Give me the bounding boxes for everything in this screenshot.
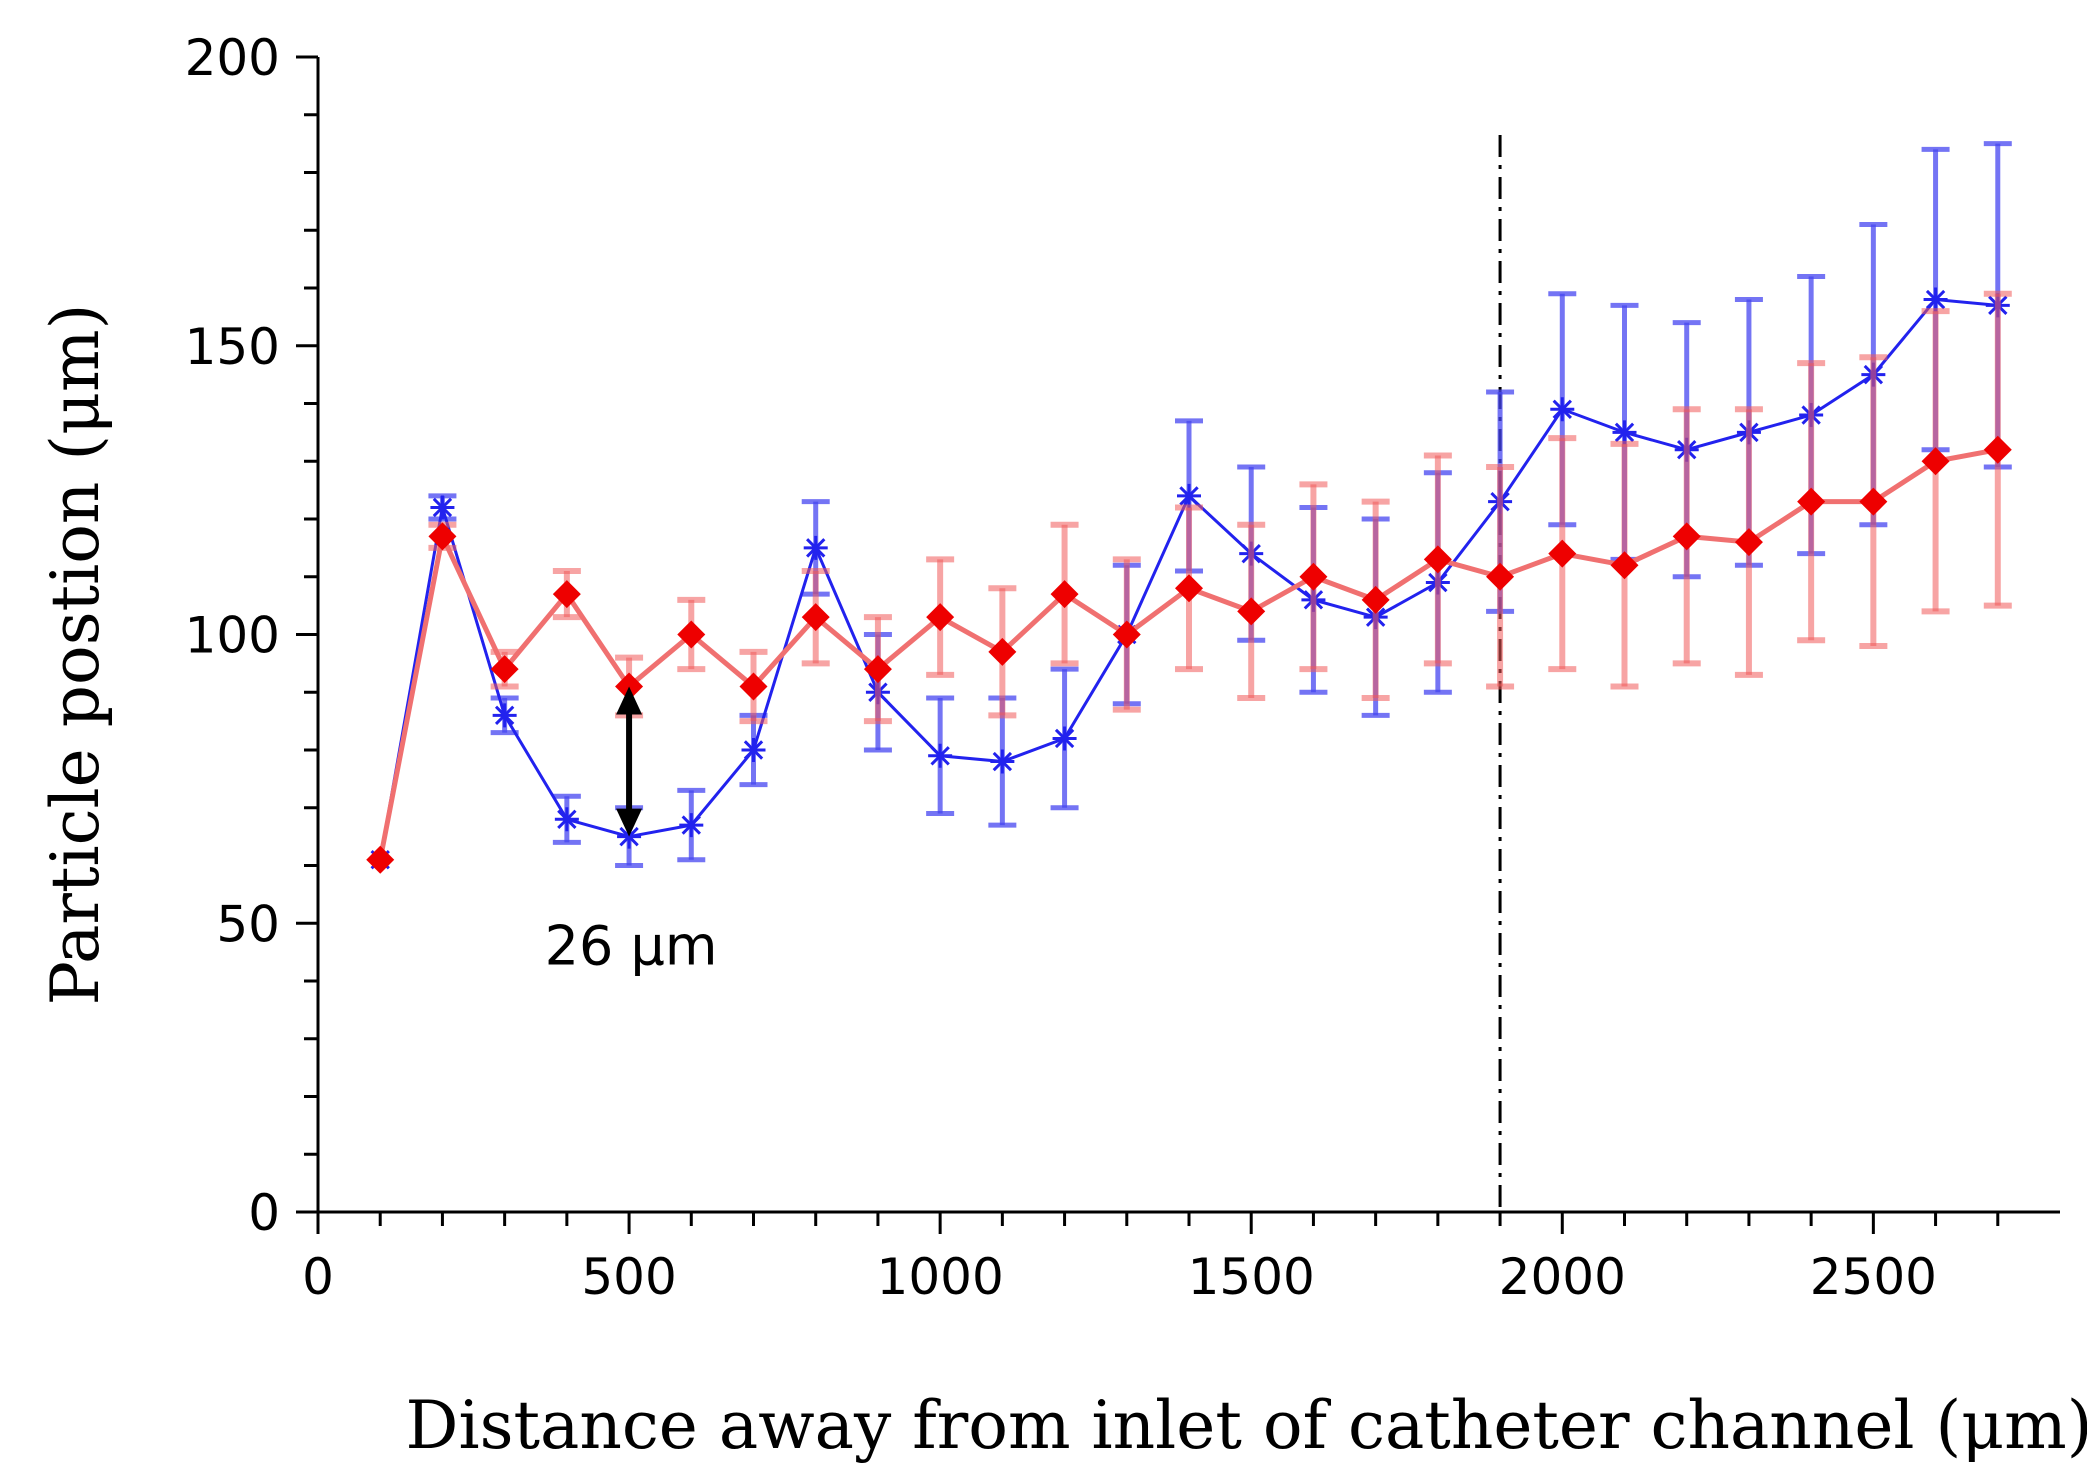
data-point	[1423, 545, 1452, 574]
data-point	[617, 824, 642, 849]
data-point	[1112, 620, 1141, 649]
data-point	[552, 580, 581, 609]
data-point	[1612, 420, 1637, 445]
data-point	[428, 522, 457, 551]
data-point	[1548, 539, 1577, 568]
y-tick-label: 50	[216, 895, 280, 953]
x-tick-label: 2500	[1810, 1248, 1937, 1306]
data-point	[1797, 487, 1826, 516]
series-red	[366, 290, 2012, 874]
x-axis-title: Distance away from inlet of catheter cha…	[406, 1387, 2087, 1464]
annotation-arrowhead-top	[616, 686, 643, 715]
data-point	[1610, 551, 1639, 580]
data-point	[1734, 528, 1763, 557]
y-tick-label: 200	[185, 29, 280, 87]
data-point	[1672, 522, 1701, 551]
data-point	[928, 743, 953, 768]
y-tick-label: 100	[185, 607, 280, 665]
data-point	[1983, 435, 2012, 464]
series-layer	[366, 141, 2012, 874]
data-point	[1921, 447, 1950, 476]
data-point	[803, 535, 828, 560]
data-point	[1052, 726, 1077, 751]
data-point	[1859, 487, 1888, 516]
data-point	[1550, 397, 1575, 422]
data-point	[1177, 483, 1201, 508]
data-point	[739, 672, 768, 701]
data-point	[490, 655, 519, 684]
data-point	[679, 813, 704, 838]
x-tick-label: 1000	[877, 1248, 1004, 1306]
data-point	[1237, 597, 1266, 626]
data-point	[1361, 585, 1390, 614]
y-tick-label: 150	[185, 318, 280, 376]
data-point	[926, 603, 955, 632]
minor-ticks	[296, 55, 2000, 1234]
data-point	[801, 603, 830, 632]
data-point	[988, 637, 1017, 666]
data-point	[741, 738, 766, 762]
x-tick-label: 0	[302, 1248, 334, 1306]
data-point	[1299, 562, 1328, 591]
data-point	[677, 620, 706, 649]
axis-labels: 0 500 1000 1500 2000 2500 0 50 100 150 200 Distance…	[37, 29, 2087, 1464]
data-point	[1050, 580, 1079, 609]
y-tick-label: 0	[248, 1184, 280, 1242]
data-point	[1486, 562, 1515, 591]
y-axis-title: Particle postion (μm)	[37, 304, 114, 1006]
data-point	[366, 845, 395, 874]
x-tick-label: 2000	[1499, 1248, 1626, 1306]
annotation-arrowhead-bottom	[616, 808, 643, 837]
data-point	[492, 703, 517, 728]
x-tick-label: 1500	[1188, 1248, 1315, 1306]
x-tick-label: 500	[581, 1248, 676, 1306]
annotation-label: 26 μm	[545, 915, 718, 978]
data-point	[554, 807, 579, 832]
data-point	[1175, 574, 1203, 603]
annotation: 26 μm	[545, 686, 718, 978]
data-point	[990, 749, 1015, 774]
data-point	[863, 655, 892, 684]
data-point	[430, 495, 455, 520]
axes	[316, 57, 2060, 1214]
data-point	[1923, 287, 1948, 312]
